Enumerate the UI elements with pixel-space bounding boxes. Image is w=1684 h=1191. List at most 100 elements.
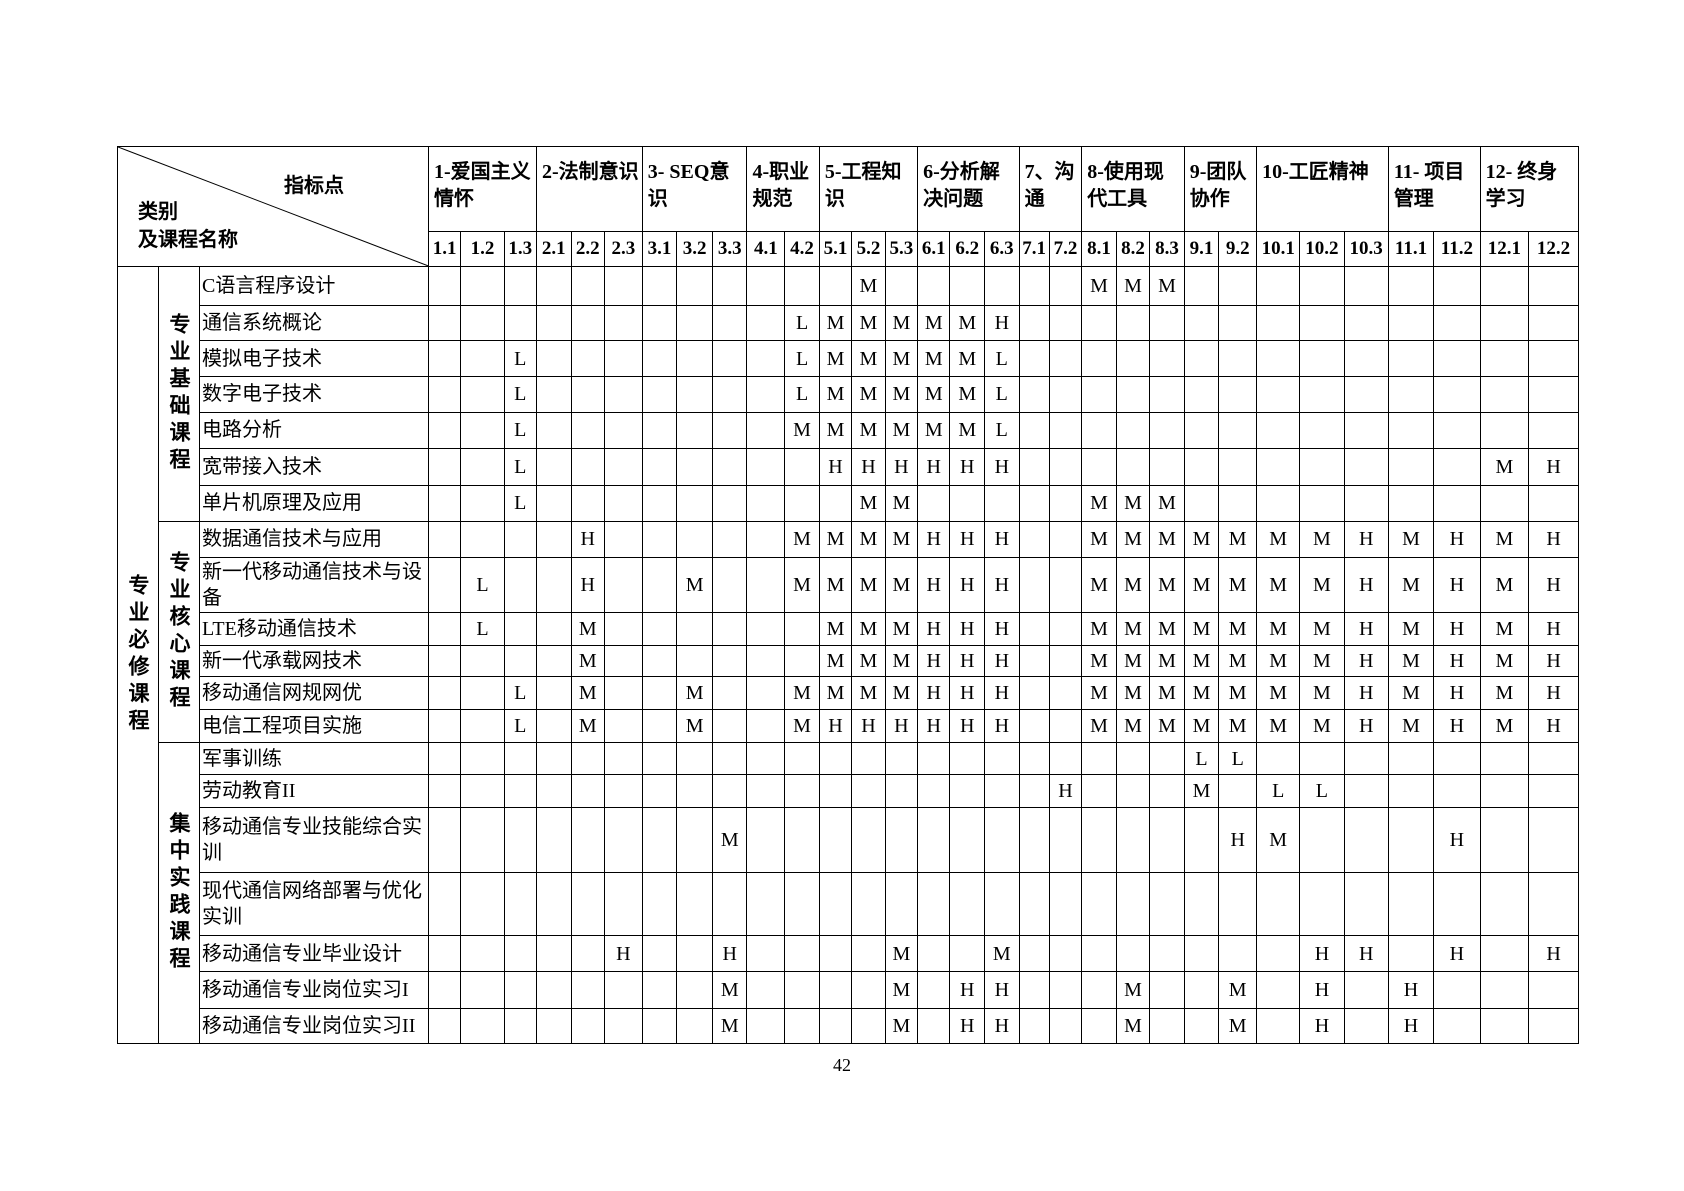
matrix-cell (460, 676, 505, 710)
matrix-cell (746, 774, 786, 808)
matrix-cell: H (949, 708, 986, 743)
matrix-cell (460, 304, 505, 342)
matrix-cell: M (851, 340, 886, 377)
matrix-cell: H (984, 557, 1020, 614)
matrix-cell (676, 304, 713, 342)
group-header: 4-职业规范 (746, 146, 820, 232)
matrix-cell (1218, 265, 1258, 306)
matrix-cell (503, 557, 537, 614)
matrix-cell (1183, 411, 1220, 450)
matrix-cell (676, 520, 713, 559)
matrix-cell (884, 741, 919, 776)
matrix-cell: H (711, 935, 748, 972)
matrix-cell (1183, 935, 1220, 972)
matrix-cell: M (851, 304, 886, 342)
point-header: 11.2 (1433, 230, 1481, 267)
course-name: 数据通信技术与应用 (199, 520, 429, 559)
matrix-cell (784, 484, 820, 522)
matrix-cell (1343, 448, 1389, 486)
matrix-cell (711, 774, 748, 808)
matrix-cell: M (1115, 265, 1151, 306)
matrix-cell (784, 935, 820, 972)
matrix-cell: L (984, 340, 1020, 377)
matrix-cell: M (1299, 557, 1345, 614)
matrix-cell (603, 520, 643, 559)
matrix-cell: M (851, 676, 886, 710)
matrix-cell (1018, 1007, 1050, 1045)
matrix-cell (1479, 935, 1530, 972)
matrix-cell (1048, 265, 1083, 306)
matrix-cell (711, 340, 748, 377)
matrix-cell (1387, 741, 1435, 776)
matrix-cell: M (818, 520, 853, 559)
matrix-cell (1343, 970, 1389, 1009)
matrix-cell: M (1256, 557, 1301, 614)
matrix-cell (1256, 1007, 1301, 1045)
matrix-cell (570, 970, 605, 1009)
matrix-cell: H (1048, 774, 1083, 808)
matrix-cell: H (1343, 644, 1389, 678)
matrix-cell (1433, 340, 1481, 377)
matrix-cell (746, 741, 786, 776)
matrix-cell (1343, 774, 1389, 808)
matrix-cell: M (851, 265, 886, 306)
matrix-cell: M (949, 304, 986, 342)
matrix-cell (535, 1007, 572, 1045)
matrix-cell (1387, 871, 1435, 937)
matrix-cell (570, 935, 605, 972)
matrix-cell (460, 448, 505, 486)
matrix-cell: H (984, 304, 1020, 342)
matrix-cell (1433, 265, 1481, 306)
matrix-cell (570, 484, 605, 522)
matrix-cell (427, 612, 462, 646)
matrix-cell: M (1115, 557, 1151, 614)
matrix-cell (427, 935, 462, 972)
matrix-cell: M (570, 644, 605, 678)
header-row: 指标点 类别 及课程名称 1-爱国主义情怀 2-法制意识 3- SEQ意识 4-职业规范 5-… (117, 146, 1579, 267)
matrix-cell: L (503, 676, 537, 710)
matrix-cell: H (1387, 1007, 1435, 1045)
course-row: 电路分析 L M M M M M M L (118, 411, 1579, 450)
matrix-cell (1528, 340, 1579, 377)
point-header: 3.3 (711, 230, 748, 267)
matrix-cell (1018, 304, 1050, 342)
matrix-cell (1149, 871, 1185, 937)
matrix-cell: H (1433, 806, 1481, 873)
matrix-cell (1387, 935, 1435, 972)
matrix-cell (1183, 1007, 1220, 1045)
matrix-cell (427, 557, 462, 614)
course-name: 移动通信专业技能综合实训 (199, 806, 429, 873)
matrix-cell: M (1115, 708, 1151, 743)
course-row: 专业必修课程 专业基础课程 C语言程序设计 M M M M (117, 265, 1579, 1045)
matrix-cell (427, 340, 462, 377)
matrix-cell: L (503, 708, 537, 743)
course-name: 宽带接入技术 (199, 448, 429, 486)
matrix-cell: H (1528, 935, 1579, 972)
matrix-cell: H (1528, 520, 1579, 559)
point-header: 2.2 (570, 230, 605, 267)
matrix-cell (1479, 970, 1530, 1009)
group-header: 3- SEQ意识 (641, 146, 748, 232)
matrix-cell: M (1299, 520, 1345, 559)
matrix-cell (818, 1007, 853, 1045)
matrix-cell (851, 806, 886, 873)
matrix-cell (1149, 304, 1185, 342)
matrix-cell (460, 806, 505, 873)
matrix-cell (1048, 557, 1083, 614)
matrix-cell (1343, 265, 1389, 306)
matrix-cell: M (784, 676, 820, 710)
matrix-cell (503, 741, 537, 776)
matrix-cell (746, 340, 786, 377)
matrix-cell (535, 557, 572, 614)
matrix-cell (535, 774, 572, 808)
matrix-cell (851, 774, 886, 808)
matrix-cell (676, 644, 713, 678)
matrix-cell (1048, 448, 1083, 486)
matrix-cell (1048, 304, 1083, 342)
matrix-cell (711, 708, 748, 743)
matrix-cell (503, 1007, 537, 1045)
matrix-cell (1387, 411, 1435, 450)
matrix-cell (1018, 806, 1050, 873)
matrix-cell (949, 265, 986, 306)
matrix-cell: M (818, 304, 853, 342)
